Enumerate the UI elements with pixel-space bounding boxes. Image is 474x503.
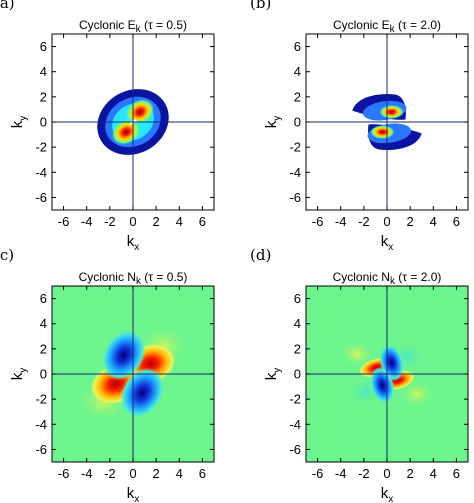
y-tick-label: 2 [40, 89, 47, 104]
y-tick-label: 0 [40, 115, 47, 130]
x-tick-label: 4 [430, 466, 437, 481]
y-axis-label: ky [9, 116, 29, 129]
x-tick-label: -4 [81, 214, 93, 229]
y-tick-label: 0 [294, 367, 301, 382]
x-axis-label: kx [127, 233, 140, 253]
x-tick-label: 2 [153, 466, 160, 481]
x-tick-label: -6 [58, 466, 70, 481]
y-tick-label: 2 [40, 341, 47, 356]
y-tick-label: -6 [289, 442, 301, 457]
x-tick-label: 0 [129, 466, 136, 481]
x-axis-label: kx [381, 485, 394, 503]
x-tick-label: 6 [453, 214, 460, 229]
panel-d: (d) -6 -4 -2 0 2 4 6 -6 -4 -2 0 2 4 6 Cyclonic Nk (τ = … [250, 246, 469, 503]
x-tick-label: 4 [176, 466, 183, 481]
x-tick-label: -2 [104, 466, 116, 481]
heatmap-content [338, 340, 436, 408]
peak-lobe [370, 125, 395, 139]
x-axis-label: kx [381, 233, 394, 253]
panel-title: Cyclonic Ek (τ = 2.0) [333, 18, 441, 35]
x-tick-label: 4 [430, 214, 437, 229]
negative-lobe [120, 367, 165, 419]
x-tick-label: -6 [312, 214, 324, 229]
x-tick-label: 2 [153, 214, 160, 229]
x-tick-label: -2 [358, 466, 370, 481]
x-tick-label: 0 [129, 214, 136, 229]
panel-c: (c) -6 -4 -2 0 2 4 6 -6 -4 -2 0 2 4 6 Cyclonic Nk (τ = … [0, 246, 215, 503]
y-tick-label: -2 [289, 140, 301, 155]
panel-b: (b) -6 -4 -2 0 2 4 6 -6 -4 -2 0 2 4 6 Cyclonic Ek (τ = … [250, 0, 469, 253]
panel-a: (a) -6 -4 -2 0 2 4 6 -6 -4 -2 0 2 4 6 Cyclonic Ek (τ = … [0, 0, 215, 253]
x-tick-label: 0 [383, 466, 390, 481]
y-tick-label: -4 [289, 165, 301, 180]
panel-letter: (c) [0, 246, 14, 264]
y-tick-label: 6 [294, 39, 301, 54]
panel-letter: (d) [250, 246, 271, 264]
panel-title: Cyclonic Nk (τ = 2.0) [333, 270, 442, 287]
y-tick-label: 2 [294, 89, 301, 104]
x-tick-label: -2 [358, 214, 370, 229]
y-tick-label: -2 [289, 392, 301, 407]
y-tick-label: 4 [40, 64, 47, 79]
y-tick-label: 6 [40, 39, 47, 54]
halo [398, 380, 436, 408]
x-tick-label: 6 [453, 466, 460, 481]
negative-lobe [370, 366, 395, 404]
y-tick-label: 6 [294, 291, 301, 306]
x-tick-label: 6 [199, 466, 206, 481]
panel-letter: (b) [250, 0, 271, 12]
x-tick-label: -4 [81, 466, 93, 481]
x-tick-label: 6 [199, 214, 206, 229]
x-tick-label: -4 [335, 466, 347, 481]
y-tick-label: 4 [294, 316, 301, 331]
y-tick-label: 4 [40, 316, 47, 331]
x-tick-label: 2 [407, 466, 414, 481]
panel-letter: (a) [0, 0, 15, 12]
y-axis-label: ky [263, 116, 283, 129]
y-tick-label: -6 [35, 442, 47, 457]
y-axis-label: ky [263, 368, 283, 381]
x-tick-label: -6 [312, 466, 324, 481]
y-tick-label: 0 [294, 115, 301, 130]
heatmap-content [352, 94, 422, 150]
y-tick-label: -6 [35, 190, 47, 205]
x-tick-label: 0 [383, 214, 390, 229]
peak-lobe [379, 105, 404, 119]
halo [338, 340, 376, 368]
y-tick-label: -6 [289, 190, 301, 205]
x-axis-label: kx [127, 485, 140, 503]
y-tick-label: 2 [294, 341, 301, 356]
x-tick-label: 2 [407, 214, 414, 229]
negative-lobe [101, 329, 146, 381]
y-tick-label: -4 [289, 417, 301, 432]
x-tick-label: -6 [58, 214, 70, 229]
y-tick-label: -4 [35, 417, 47, 432]
y-tick-label: 0 [40, 367, 47, 382]
y-tick-label: -2 [35, 392, 47, 407]
x-tick-label: -4 [335, 214, 347, 229]
y-tick-label: 6 [40, 291, 47, 306]
y-tick-label: 4 [294, 64, 301, 79]
y-tick-label: -4 [35, 165, 47, 180]
x-tick-label: 4 [176, 214, 183, 229]
x-tick-label: -2 [104, 214, 116, 229]
y-tick-label: -2 [35, 140, 47, 155]
panel-title: Cyclonic Ek (τ = 0.5) [79, 18, 187, 35]
panel-title: Cyclonic Nk (τ = 0.5) [79, 270, 188, 287]
y-axis-label: ky [9, 368, 29, 381]
